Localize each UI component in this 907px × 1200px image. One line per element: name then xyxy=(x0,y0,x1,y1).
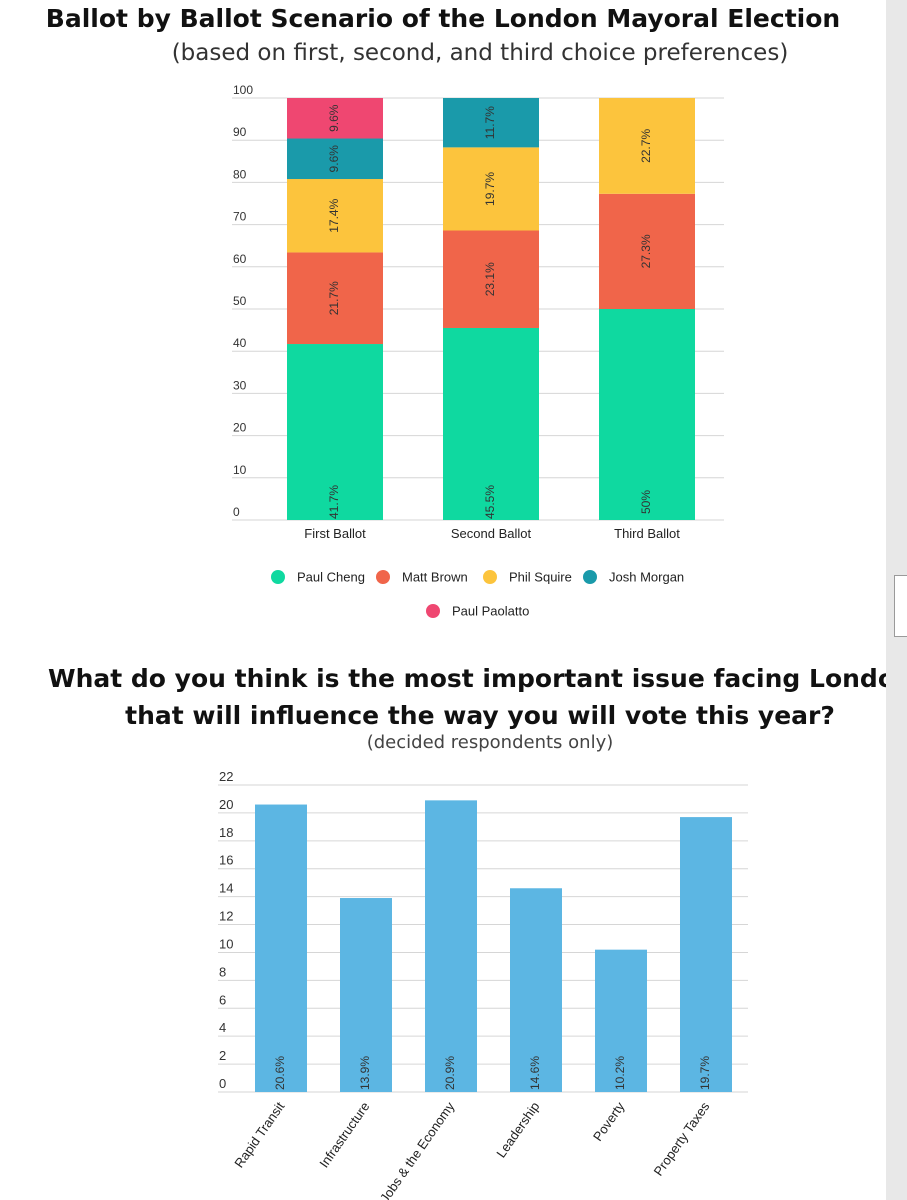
chart1-x-tick-label: First Ballot xyxy=(304,526,366,541)
chart1-legend-marker xyxy=(271,570,285,584)
chart2-y-tick-label: 4 xyxy=(219,1020,226,1035)
chart1-bar-segment xyxy=(287,138,383,180)
chart1-y-tick-label: 20 xyxy=(233,421,247,435)
chart2-data-label: 13.9% xyxy=(358,1056,372,1090)
chart1-data-label: 9.6% xyxy=(327,104,341,132)
chart2-y-tick-label: 8 xyxy=(219,964,226,979)
chart2-data-label: 10.2% xyxy=(613,1056,627,1090)
chart1-data-label: 21.7% xyxy=(327,281,341,315)
chart1-data-label: 9.6% xyxy=(327,145,341,173)
chart1-bar-segment xyxy=(287,344,383,520)
chart1-y-tick-label: 80 xyxy=(233,167,247,181)
chart2-x-tick-label: Property Taxes xyxy=(651,1099,713,1179)
chart1-data-label: 50% xyxy=(639,490,653,514)
chart1-data-label: 23.1% xyxy=(483,262,497,296)
chart1-legend-label: Matt Brown xyxy=(402,570,468,585)
chart2-y-tick-label: 14 xyxy=(219,881,233,896)
chart1-bar-segment xyxy=(287,98,383,139)
chart1-bar-segment xyxy=(443,147,539,231)
chart2-y-tick-label: 6 xyxy=(219,992,226,1007)
chart1-data-label: 11.7% xyxy=(483,106,497,139)
chart2-x-tick-label: Infrastructure xyxy=(316,1099,372,1170)
chart1-legend-label: Paul Cheng xyxy=(297,570,365,585)
chart1-legend-marker xyxy=(426,604,440,618)
chart1-bar-segment xyxy=(599,98,695,194)
chart2-x-tick-label: Poverty xyxy=(590,1099,628,1144)
chart1-y-tick-label: 10 xyxy=(233,463,247,477)
chart2-x-tick-label: Rapid Transit xyxy=(231,1099,287,1171)
chart1-legend-marker xyxy=(583,570,597,584)
chart1-y-tick-label: 90 xyxy=(233,125,247,139)
chart2-bar xyxy=(340,898,392,1092)
chart2-y-tick-label: 22 xyxy=(219,769,233,784)
chart2-title-line1: What do you think is the most important … xyxy=(48,664,886,693)
chart1-y-tick-label: 100 xyxy=(233,83,253,97)
chart1-legend-label: Paul Paolatto xyxy=(452,604,529,619)
chart2-y-tick-label: 20 xyxy=(219,797,233,812)
chart2-y-tick-label: 18 xyxy=(219,825,233,840)
chart1-title: Ballot by Ballot Scenario of the London … xyxy=(45,4,841,33)
chart2-bar xyxy=(595,949,647,1092)
chart2-y-tick-label: 12 xyxy=(219,909,233,924)
chart2-bar xyxy=(680,817,732,1092)
chart2-y-tick-label: 10 xyxy=(219,936,233,951)
chart1-x-tick-label: Third Ballot xyxy=(614,526,680,541)
chart1-x-tick-label: Second Ballot xyxy=(451,526,532,541)
chart1-bar-segment xyxy=(443,98,539,148)
chart2-data-label: 20.9% xyxy=(443,1056,457,1090)
chart2-y-tick-label: 2 xyxy=(219,1048,226,1063)
chart1-data-label: 41.7% xyxy=(327,485,341,519)
chart2-bar xyxy=(425,800,477,1092)
chart1-data-label: 22.7% xyxy=(639,129,653,163)
chart2-subtitle: (decided respondents only) xyxy=(366,732,614,753)
chart1-data-label: 19.7% xyxy=(483,172,497,206)
chart1-y-tick-label: 60 xyxy=(233,252,247,266)
chart1-y-tick-label: 30 xyxy=(233,378,247,392)
chart1-y-tick-label: 0 xyxy=(233,505,240,519)
scrollbar-handle[interactable] xyxy=(894,575,907,637)
chart2-data-label: 14.6% xyxy=(528,1056,542,1090)
chart1-y-tick-label: 50 xyxy=(233,294,247,308)
chart1-bar-segment xyxy=(443,327,539,520)
chart1-data-label: 27.3% xyxy=(639,234,653,268)
chart1-bar-segment xyxy=(599,193,695,309)
chart2-bar xyxy=(255,804,307,1092)
chart1-data-label: 45.5% xyxy=(483,485,497,519)
chart2-bar xyxy=(510,888,562,1092)
chart1-legend-marker xyxy=(376,570,390,584)
chart1-legend-label: Phil Squire xyxy=(509,570,572,585)
chart2-x-tick-label: Jobs & the Economy xyxy=(377,1099,458,1200)
charts-canvas: 010203040506070809010041.7%21.7%17.4%9.6… xyxy=(218,83,748,1200)
chart2-y-tick-label: 16 xyxy=(219,853,233,868)
chart1-bar-segment xyxy=(287,252,383,345)
chart1-bar-segment xyxy=(443,230,539,328)
chart1-y-tick-label: 40 xyxy=(233,336,247,350)
chart1-legend-label: Josh Morgan xyxy=(609,570,684,585)
chart2-x-tick-label: Leadership xyxy=(493,1099,542,1160)
chart2-data-label: 19.7% xyxy=(698,1056,712,1090)
chart1-y-tick-label: 70 xyxy=(233,210,247,224)
chart2-y-tick-label: 0 xyxy=(219,1076,226,1091)
chart1-legend-marker xyxy=(483,570,497,584)
chart1-bar-segment xyxy=(599,309,695,520)
chart2-title-line2: that will influence the way you will vot… xyxy=(125,701,835,730)
chart1-data-label: 17.4% xyxy=(327,198,341,232)
chart1-bar-segment xyxy=(287,179,383,253)
chart2-data-label: 20.6% xyxy=(273,1056,287,1090)
chart1-subtitle: (based on first, second, and third choic… xyxy=(171,40,789,66)
